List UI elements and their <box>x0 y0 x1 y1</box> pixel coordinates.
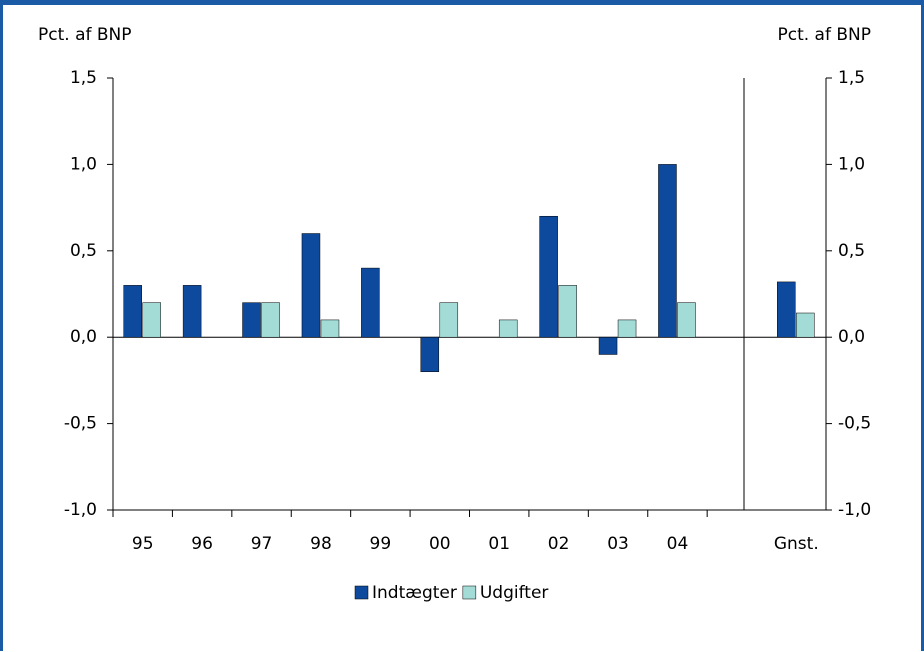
y2-axis-label: Pct. af BNP <box>777 25 871 45</box>
y2-tick-label: -0,5 <box>838 414 871 434</box>
bar <box>301 233 321 338</box>
y-tick-label: 1,0 <box>70 154 97 174</box>
bar <box>617 319 637 338</box>
bar <box>439 302 459 338</box>
bar <box>261 302 280 338</box>
bar <box>123 285 142 338</box>
y2-tick-label: -1,0 <box>838 500 871 520</box>
y-tick-label: -1,0 <box>64 500 97 520</box>
y2-tick-label: 0,0 <box>838 327 865 347</box>
bar <box>182 285 202 338</box>
y-tick-label: -0,5 <box>64 414 97 434</box>
bar <box>420 336 440 373</box>
bar <box>658 164 677 338</box>
bar <box>796 312 815 338</box>
x-tick-label: 02 <box>548 534 570 554</box>
y-axis-label: Pct. af BNP <box>38 25 132 45</box>
legend-swatch <box>462 585 477 600</box>
x-tick-label: 95 <box>132 534 154 554</box>
legend-label: Indtægter <box>372 583 457 603</box>
x-tick-label: 96 <box>191 534 213 554</box>
y-tick-label: 0,0 <box>70 327 97 347</box>
legend-label: Udgifter <box>480 583 549 603</box>
x-tick-label: 03 <box>607 534 629 554</box>
x-tick-label: 04 <box>667 534 689 554</box>
bar <box>361 267 380 338</box>
bar <box>142 302 161 338</box>
y2-tick-label: 0,5 <box>838 241 865 261</box>
y-tick-label: 0,5 <box>70 241 97 261</box>
y-tick-label: 1,5 <box>70 68 97 88</box>
x-tick-label: 97 <box>251 534 273 554</box>
bar <box>320 319 340 338</box>
x-tick-label: 99 <box>370 534 392 554</box>
y2-tick-label: 1,0 <box>838 154 865 174</box>
x-tick-label: 00 <box>429 534 451 554</box>
bar <box>777 281 796 338</box>
x-tick-label: Gnst. <box>774 534 819 554</box>
bar <box>677 302 696 338</box>
bar <box>539 215 558 338</box>
legend-swatch <box>354 585 369 600</box>
x-tick-label: 01 <box>488 534 510 554</box>
bar <box>242 302 261 338</box>
y2-tick-label: 1,5 <box>838 68 865 88</box>
bar <box>598 336 618 355</box>
bar <box>498 319 518 338</box>
bar <box>558 285 577 338</box>
x-tick-label: 98 <box>310 534 332 554</box>
